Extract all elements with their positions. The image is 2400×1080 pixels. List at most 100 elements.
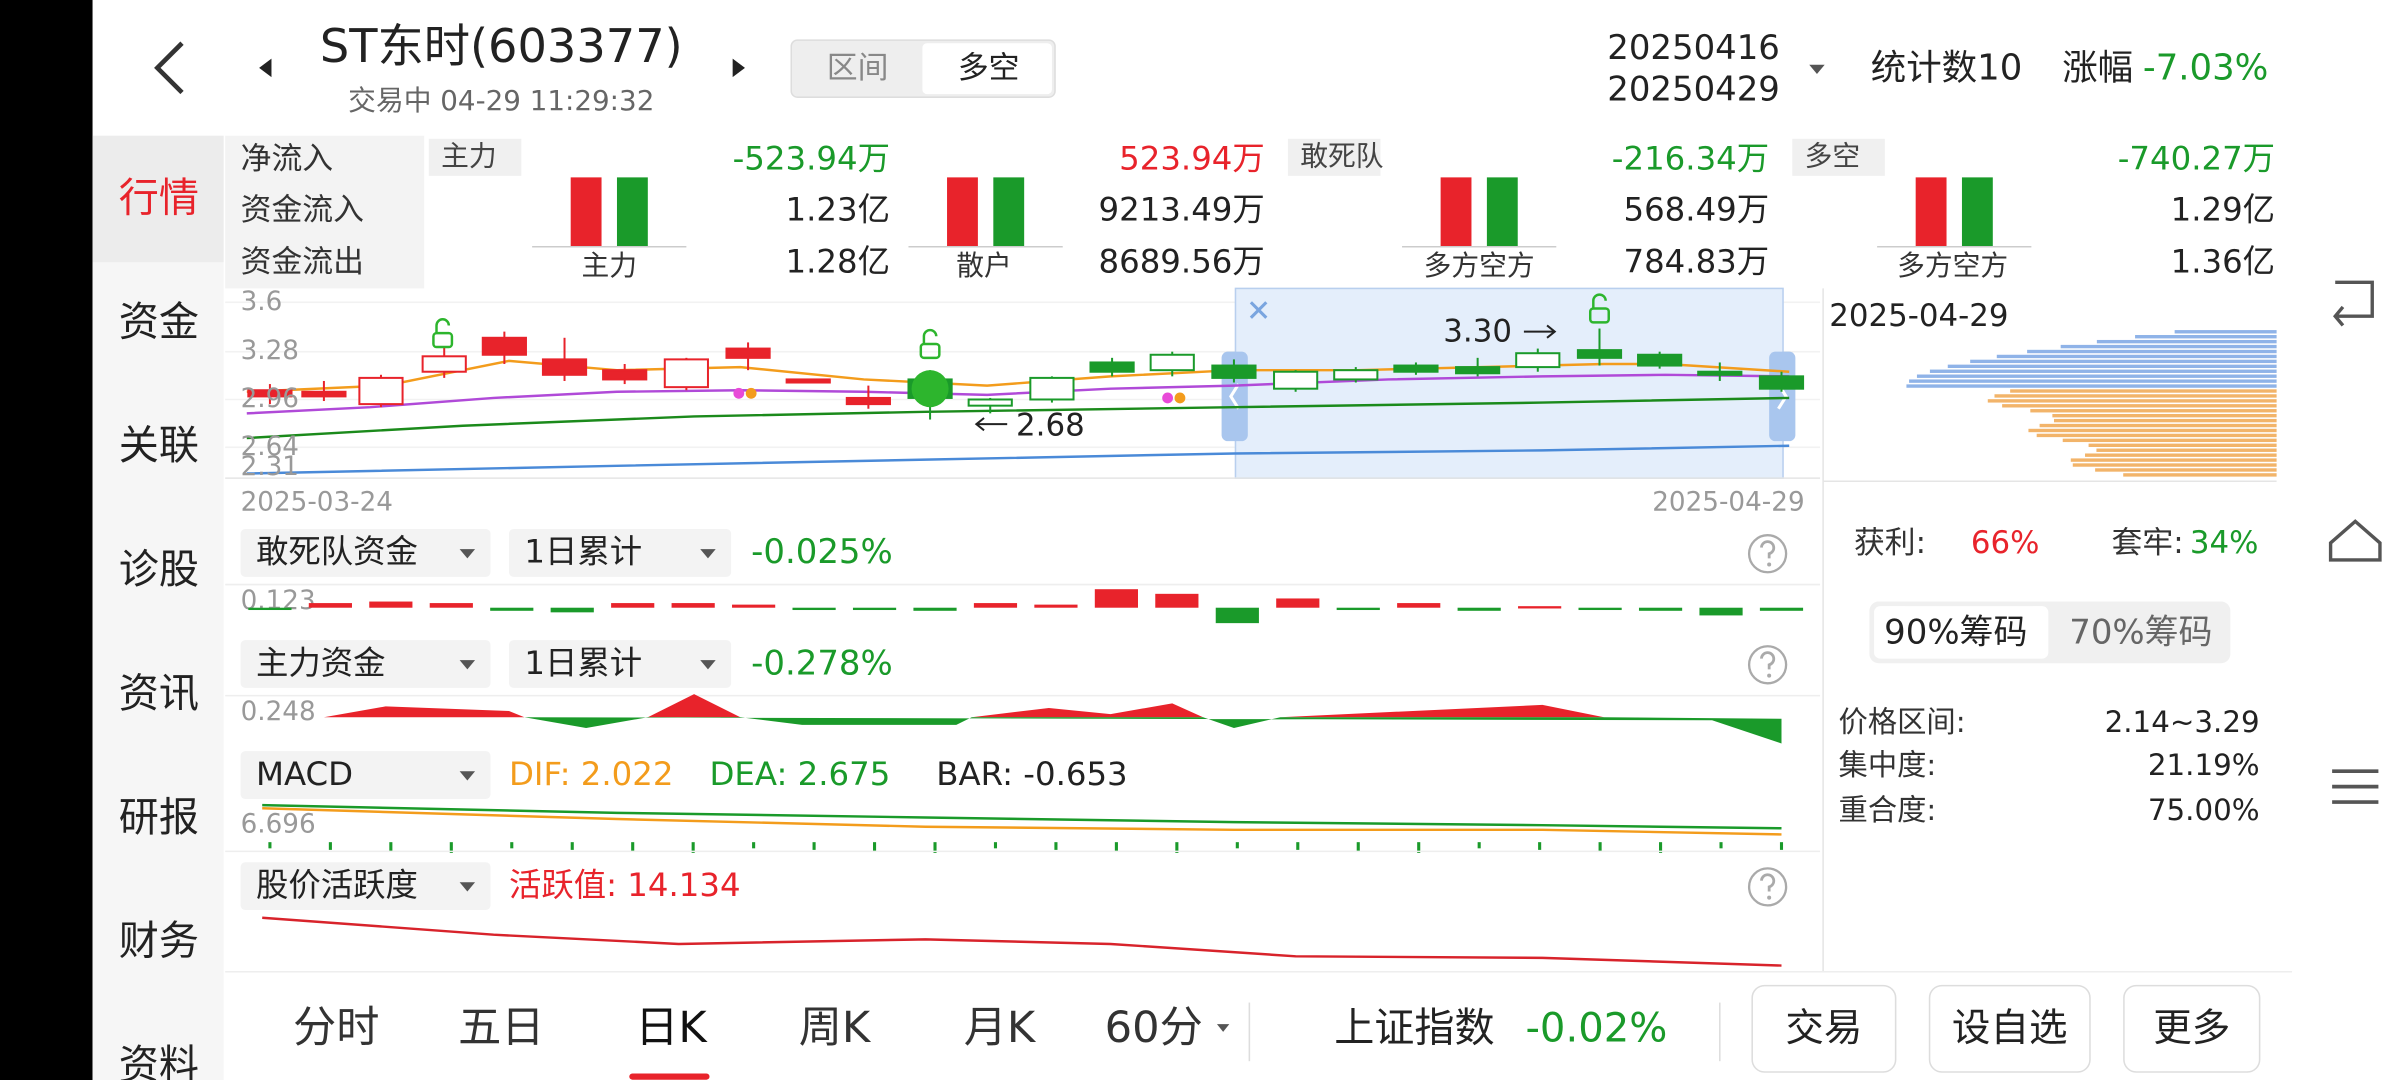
indicator-value: -0.025% bbox=[751, 533, 893, 572]
flow-tick bbox=[792, 607, 836, 611]
indicator-name[interactable]: 主力资金 bbox=[256, 644, 386, 682]
candle-body bbox=[785, 378, 831, 384]
dropdown[interactable] bbox=[508, 640, 732, 688]
nav-home[interactable] bbox=[2328, 519, 2382, 562]
chip-bar bbox=[2085, 453, 2277, 457]
sidebar-item[interactable]: 诊股 bbox=[119, 547, 199, 593]
period-tab[interactable]: 60分 bbox=[1105, 1003, 1203, 1053]
button-label[interactable]: 更多 bbox=[2153, 1006, 2230, 1051]
index-name[interactable]: 上证指数 bbox=[1334, 1005, 1494, 1051]
period-tab[interactable]: 月K bbox=[964, 1003, 1037, 1053]
indicator-scale: 0.123 bbox=[241, 586, 316, 616]
flow-bar-label: 多方空方 bbox=[1897, 249, 2008, 282]
panel-label-bg bbox=[1792, 138, 1885, 176]
sidebar-item[interactable]: 资金 bbox=[119, 299, 199, 345]
candle-body bbox=[1211, 364, 1257, 379]
activity-name[interactable]: 股价活跃度 bbox=[256, 866, 418, 904]
date-end[interactable]: 20250429 bbox=[1607, 71, 1780, 110]
candle-body bbox=[967, 398, 1013, 407]
sidebar-selected bbox=[92, 135, 224, 263]
trade-status: 交易中 04-29 11:29:32 bbox=[348, 84, 654, 117]
next-stock[interactable] bbox=[732, 58, 745, 78]
macd-name[interactable]: MACD bbox=[256, 755, 353, 793]
dropdown[interactable] bbox=[240, 751, 491, 799]
help-icon[interactable] bbox=[1747, 867, 1788, 907]
action-button[interactable] bbox=[1751, 984, 1897, 1073]
moving-average bbox=[246, 396, 1790, 440]
flow-tick bbox=[1457, 607, 1501, 611]
sidebar-item[interactable]: 资讯 bbox=[119, 671, 199, 717]
stat-value: 21.19% bbox=[2148, 748, 2260, 782]
button-label[interactable]: 交易 bbox=[1785, 1006, 1862, 1051]
period-tab[interactable]: 五日 bbox=[458, 1003, 544, 1053]
period-tab[interactable]: 周K bbox=[799, 1003, 872, 1053]
segment-tab[interactable]: 区间 bbox=[827, 50, 889, 86]
price-label: 2.96 bbox=[241, 384, 299, 414]
chip-tab[interactable]: 90%筹码 bbox=[1884, 613, 2027, 652]
chip-bar bbox=[1996, 354, 2277, 359]
back-button[interactable] bbox=[154, 41, 184, 95]
macd-tick bbox=[691, 842, 695, 853]
lock-body bbox=[432, 331, 454, 349]
macd-tick bbox=[1538, 842, 1542, 850]
dropdown-arrow bbox=[700, 549, 716, 559]
range-handle[interactable] bbox=[1769, 351, 1796, 442]
chip-bar bbox=[2123, 473, 2277, 477]
flow-tick bbox=[913, 607, 957, 611]
macd-line bbox=[262, 803, 1782, 830]
price-label: 2.31 bbox=[241, 452, 299, 482]
indicator-name[interactable]: 敢死队资金 bbox=[256, 533, 418, 571]
stat-label: 重合度: bbox=[1839, 793, 1937, 827]
chip-bar bbox=[2072, 463, 2277, 467]
macd-scale: 6.696 bbox=[241, 810, 316, 840]
dropdown[interactable] bbox=[240, 862, 491, 911]
macd-tick bbox=[933, 842, 937, 853]
dropdown[interactable] bbox=[240, 640, 491, 688]
period-tab[interactable]: 日K bbox=[635, 1003, 708, 1053]
event-dot bbox=[1162, 392, 1174, 404]
dropdown[interactable] bbox=[508, 529, 732, 577]
candle-body bbox=[1637, 353, 1683, 367]
help-dot bbox=[1767, 673, 1772, 678]
button-label[interactable]: 设自选 bbox=[1952, 1006, 2068, 1051]
range-close[interactable] bbox=[1249, 301, 1268, 319]
segment-tab[interactable]: 多空 bbox=[958, 50, 1020, 86]
date-start[interactable]: 20250416 bbox=[1607, 29, 1780, 68]
activity-value: 活跃值: 14.134 bbox=[509, 866, 741, 904]
indicator-period[interactable]: 1日累计 bbox=[524, 533, 642, 571]
action-button[interactable] bbox=[1928, 984, 2091, 1073]
count: 统计数10 bbox=[1871, 47, 2023, 88]
panel-label: 多空 bbox=[1805, 139, 1861, 172]
index-change: -0.02% bbox=[1525, 1005, 1667, 1051]
tab-arrow bbox=[1216, 1024, 1230, 1032]
chip-bar bbox=[1929, 369, 2277, 373]
sidebar-item[interactable]: 行情 bbox=[119, 176, 199, 222]
period-tab[interactable]: 分时 bbox=[293, 1003, 379, 1053]
indicator-period[interactable]: 1日累计 bbox=[524, 644, 642, 682]
dropdown[interactable] bbox=[240, 529, 491, 577]
flow-tick bbox=[1336, 607, 1380, 611]
sidebar-item[interactable]: 资料 bbox=[119, 1043, 199, 1080]
nav-menu[interactable] bbox=[2332, 769, 2379, 804]
candle-body bbox=[1393, 364, 1439, 373]
flow-bar-green bbox=[1961, 177, 1993, 247]
sidebar-item[interactable]: 财务 bbox=[119, 919, 199, 965]
sidebar-item[interactable]: 研报 bbox=[119, 795, 199, 841]
flow-tick bbox=[248, 607, 292, 611]
chip-tab[interactable]: 70%筹码 bbox=[2069, 613, 2212, 652]
help-dot bbox=[1767, 895, 1772, 900]
chip-bar bbox=[2062, 438, 2277, 443]
indicator-scale: 0.248 bbox=[241, 697, 316, 727]
chip-bar bbox=[2088, 443, 2277, 447]
macd-tick bbox=[812, 842, 816, 850]
high-note: 3.30 bbox=[1443, 314, 1512, 350]
help-icon[interactable] bbox=[1747, 645, 1788, 685]
macd-dif: DIF: 2.022 bbox=[509, 755, 673, 793]
help-icon[interactable] bbox=[1747, 534, 1788, 574]
sidebar-item[interactable]: 关联 bbox=[119, 423, 199, 469]
action-button[interactable] bbox=[2123, 984, 2261, 1073]
nav-back[interactable] bbox=[2333, 280, 2374, 327]
prev-stock[interactable] bbox=[259, 58, 272, 78]
chip-tab-selected bbox=[1874, 606, 2049, 659]
